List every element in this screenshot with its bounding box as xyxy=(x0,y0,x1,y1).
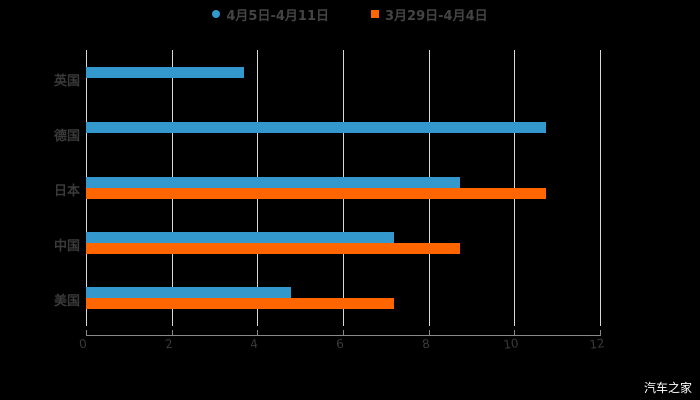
x-tick xyxy=(257,330,259,336)
legend-label-series2: 3月29日-4月4日 xyxy=(385,8,488,24)
category-label: 英国 xyxy=(53,74,80,89)
legend-item-series2[interactable]: 3月29日-4月4日 xyxy=(371,5,488,24)
bar-series1[interactable] xyxy=(86,67,244,78)
bar-series2[interactable] xyxy=(86,243,460,254)
x-tick xyxy=(343,330,344,336)
bar-series2[interactable] xyxy=(86,298,394,309)
legend-label-series1: 4月5日-4月11日 xyxy=(226,8,329,24)
x-tick-label: 12 xyxy=(588,336,606,352)
x-tick-label: 2 xyxy=(163,336,174,352)
bar-series2[interactable] xyxy=(86,188,547,199)
x-tick xyxy=(428,330,430,336)
x-tick-label: 10 xyxy=(502,336,520,352)
bar-series1[interactable] xyxy=(86,287,292,298)
x-tick-label: 8 xyxy=(420,336,431,352)
category-label: 德国 xyxy=(53,129,80,144)
legend-item-series1[interactable]: 4月5日-4月11日 xyxy=(212,5,329,24)
x-tick xyxy=(600,330,601,336)
plot-area xyxy=(86,50,601,326)
x-tick xyxy=(171,330,173,336)
x-tick xyxy=(86,330,87,336)
bar-series1[interactable] xyxy=(86,232,394,243)
category-label: 中国 xyxy=(53,239,80,254)
bar-series1[interactable] xyxy=(86,177,460,188)
x-tick xyxy=(514,330,516,336)
gridline xyxy=(600,50,601,326)
category-label: 日本 xyxy=(53,184,80,199)
chart-legend: 4月5日-4月11日 3月29日-4月4日 xyxy=(0,4,700,24)
watermark: 汽车之家 xyxy=(643,381,692,395)
x-tick-label: 4 xyxy=(249,336,260,352)
category-label: 美国 xyxy=(53,294,80,309)
x-tick-label: 6 xyxy=(335,336,345,352)
circle-marker-icon xyxy=(212,10,221,18)
x-tick-label: 0 xyxy=(78,336,88,352)
bar-series1[interactable] xyxy=(86,122,547,133)
square-marker-icon xyxy=(371,10,379,18)
